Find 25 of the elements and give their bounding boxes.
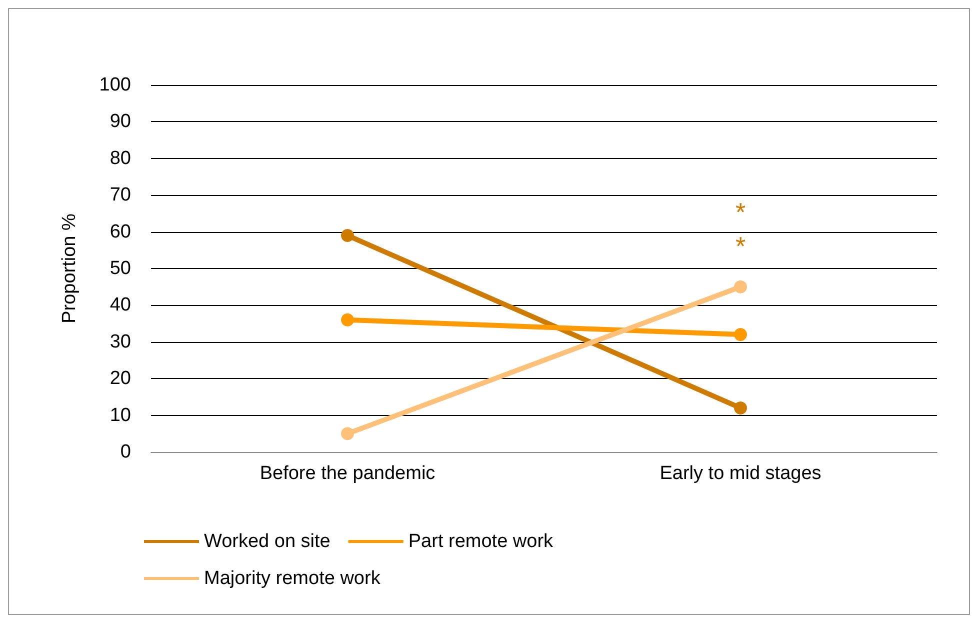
legend-label: Worked on site xyxy=(204,531,330,552)
y-tick-label: 0 xyxy=(120,442,131,462)
y-tick-label: 100 xyxy=(99,74,131,96)
point xyxy=(734,401,747,414)
point xyxy=(341,427,354,440)
annotation: * xyxy=(735,197,746,227)
y-tick-label: 70 xyxy=(110,184,131,206)
y-tick-label: 90 xyxy=(110,111,131,132)
y-tick-label: 60 xyxy=(110,221,131,242)
x-tick-label: Before the pandemic xyxy=(260,463,436,484)
x-tick-label: Early to mid stages xyxy=(660,463,822,484)
y-tick-label: 30 xyxy=(110,331,131,352)
legend-label: Part remote work xyxy=(408,531,554,552)
y-tick-label: 10 xyxy=(110,404,131,426)
point xyxy=(734,280,747,294)
y-tick-label: 20 xyxy=(110,368,131,390)
legend-label: Majority remote work xyxy=(204,568,381,589)
point xyxy=(341,313,354,326)
point xyxy=(341,228,354,242)
y-tick-label: 40 xyxy=(110,294,131,316)
y-tick-label: 50 xyxy=(110,258,131,279)
point xyxy=(734,328,747,342)
annotation: * xyxy=(735,231,746,261)
y-axis-title: Proportion % xyxy=(59,213,80,324)
y-tick-label: 80 xyxy=(110,148,131,169)
